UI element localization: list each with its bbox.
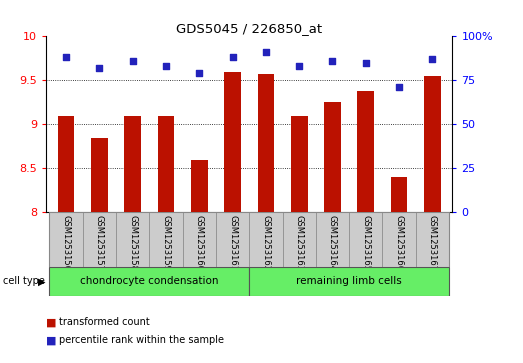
Bar bbox=[49, 267, 249, 296]
Bar bbox=[257, 74, 274, 212]
Bar bbox=[124, 115, 141, 212]
Bar bbox=[149, 212, 183, 267]
Text: ■: ■ bbox=[46, 317, 56, 327]
Text: GSM1253161: GSM1253161 bbox=[228, 215, 237, 271]
Bar bbox=[357, 91, 374, 212]
Bar bbox=[116, 212, 149, 267]
Bar bbox=[249, 212, 282, 267]
Text: transformed count: transformed count bbox=[59, 317, 150, 327]
Point bbox=[229, 54, 237, 60]
Bar bbox=[49, 212, 83, 267]
Bar bbox=[291, 115, 308, 212]
Text: ▶: ▶ bbox=[38, 276, 46, 286]
Bar bbox=[282, 212, 316, 267]
Point bbox=[361, 60, 370, 66]
Point bbox=[328, 58, 337, 64]
Point bbox=[62, 54, 70, 60]
Text: ■: ■ bbox=[46, 335, 56, 345]
Bar bbox=[349, 212, 382, 267]
Point bbox=[262, 49, 270, 55]
Point bbox=[195, 70, 203, 76]
Bar bbox=[91, 138, 108, 212]
Text: chondrocyte condensation: chondrocyte condensation bbox=[80, 276, 219, 286]
Bar bbox=[416, 212, 449, 267]
Text: cell type: cell type bbox=[3, 276, 44, 286]
Text: remaining limb cells: remaining limb cells bbox=[296, 276, 402, 286]
Text: GSM1253158: GSM1253158 bbox=[128, 215, 137, 271]
Point bbox=[395, 85, 403, 90]
Text: GSM1253162: GSM1253162 bbox=[262, 215, 270, 271]
Bar bbox=[58, 115, 74, 212]
Text: GSM1253156: GSM1253156 bbox=[62, 215, 71, 271]
Point bbox=[295, 63, 303, 69]
Bar bbox=[424, 76, 441, 212]
Bar bbox=[224, 72, 241, 212]
Point bbox=[428, 56, 437, 62]
Bar bbox=[382, 212, 416, 267]
Text: GSM1253159: GSM1253159 bbox=[162, 215, 170, 271]
Title: GDS5045 / 226850_at: GDS5045 / 226850_at bbox=[176, 22, 322, 35]
Point bbox=[95, 65, 104, 71]
Text: GSM1253167: GSM1253167 bbox=[428, 215, 437, 271]
Bar bbox=[183, 212, 216, 267]
Text: GSM1253163: GSM1253163 bbox=[294, 215, 304, 271]
Text: GSM1253165: GSM1253165 bbox=[361, 215, 370, 271]
Bar bbox=[216, 212, 249, 267]
Text: GSM1253160: GSM1253160 bbox=[195, 215, 204, 271]
Text: GSM1253166: GSM1253166 bbox=[394, 215, 404, 271]
Bar bbox=[316, 212, 349, 267]
Bar bbox=[83, 212, 116, 267]
Point bbox=[129, 58, 137, 64]
Bar bbox=[249, 267, 449, 296]
Text: GSM1253164: GSM1253164 bbox=[328, 215, 337, 271]
Bar bbox=[157, 115, 174, 212]
Text: percentile rank within the sample: percentile rank within the sample bbox=[59, 335, 224, 345]
Bar bbox=[191, 160, 208, 212]
Bar bbox=[324, 102, 341, 212]
Point bbox=[162, 63, 170, 69]
Text: GSM1253157: GSM1253157 bbox=[95, 215, 104, 271]
Bar bbox=[391, 177, 407, 212]
